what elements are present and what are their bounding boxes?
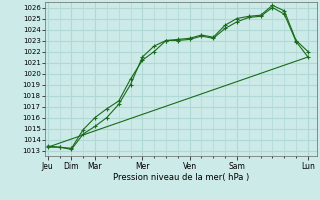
X-axis label: Pression niveau de la mer( hPa ): Pression niveau de la mer( hPa ) <box>113 173 249 182</box>
